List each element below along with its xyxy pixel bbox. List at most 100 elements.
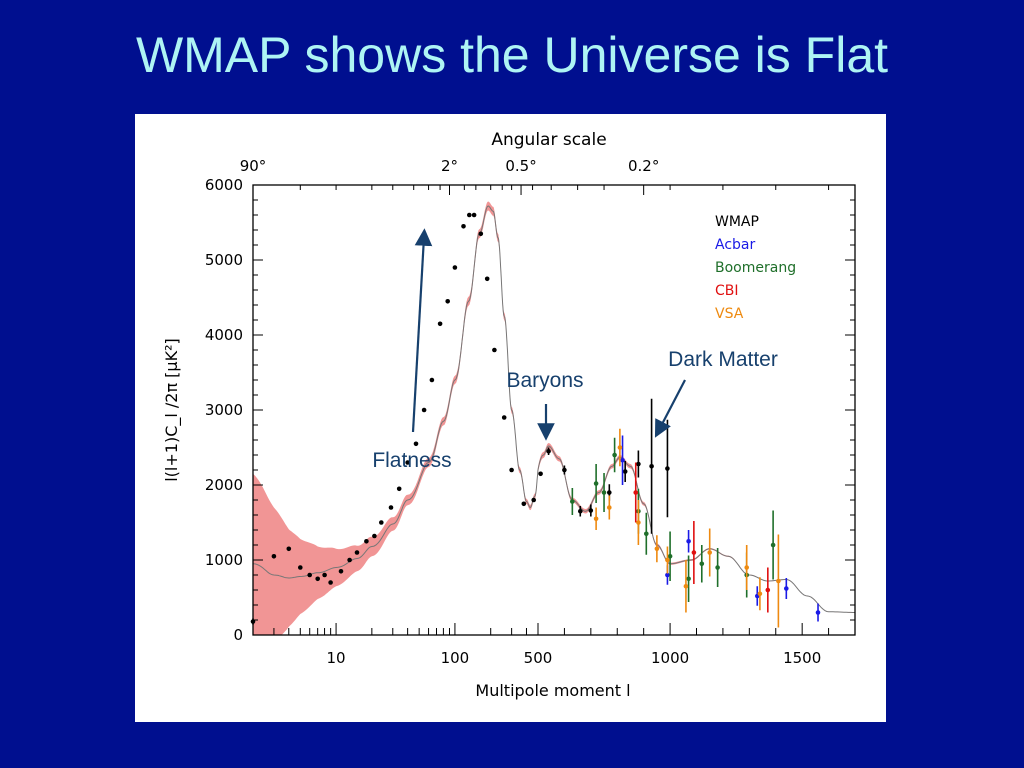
wmap-point xyxy=(364,539,369,544)
vsa-point xyxy=(665,557,670,563)
boomerang-point xyxy=(699,561,705,567)
boomerang-point xyxy=(644,531,649,537)
wmap-point xyxy=(322,572,327,578)
wmap-point xyxy=(307,572,312,578)
legend: WMAP Acbar Boomerang CBI VSA xyxy=(715,214,796,322)
wmap-point xyxy=(338,569,344,574)
vsa-point xyxy=(757,591,763,597)
top-tick-label: 2° xyxy=(441,157,458,175)
y-tick-label: 5000 xyxy=(205,251,243,269)
y-tick-label: 6000 xyxy=(205,176,243,194)
vsa-point xyxy=(683,584,689,589)
wmap-point xyxy=(636,461,641,467)
model-curve xyxy=(252,205,855,613)
wmap-point xyxy=(538,471,543,477)
vsa-point xyxy=(744,565,749,570)
axes-group: 0 1000 2000 3000 4000 5000 6000 10 100 500 1000 150… xyxy=(205,157,856,667)
acbar-point xyxy=(784,586,789,591)
chart-panel: 0 1000 2000 3000 4000 5000 6000 10 100 500 1000 150… xyxy=(135,114,886,722)
wmap-point xyxy=(437,321,443,327)
acbar-point xyxy=(620,458,625,463)
x-tick-label: 1000 xyxy=(651,649,689,667)
wmap-point xyxy=(461,224,466,229)
x-tick-label: 10 xyxy=(327,649,346,667)
annotation-baryons-label: Baryons xyxy=(506,369,583,392)
slide-title: WMAP shows the Universe is Flat xyxy=(135,27,889,83)
wmap-point xyxy=(328,580,333,585)
model-curve-group xyxy=(252,205,855,613)
wmap-point xyxy=(315,576,320,582)
wmap-point xyxy=(413,441,419,447)
wmap-point xyxy=(286,546,292,552)
wmap-point xyxy=(452,265,458,270)
wmap-point xyxy=(649,464,654,469)
wmap-point xyxy=(405,460,410,465)
wmap-point xyxy=(509,467,514,473)
x-tick-label: 500 xyxy=(524,649,553,667)
model-band xyxy=(253,201,855,635)
y-tick-label: 0 xyxy=(233,626,243,644)
top-tick-label: 0.5° xyxy=(505,157,536,175)
boomerang-point xyxy=(570,499,575,504)
annotations-group: Flatness Baryons Dark Matter xyxy=(372,228,778,472)
vsa-point xyxy=(654,546,660,552)
wmap-point xyxy=(467,212,472,218)
legend-item-cbi: CBI xyxy=(715,283,739,299)
wmap-point xyxy=(521,501,527,507)
cbi-point xyxy=(765,587,771,593)
boomerang-point xyxy=(667,554,673,559)
acbar-point xyxy=(686,539,691,544)
wmap-point xyxy=(478,231,484,237)
wmap-point xyxy=(298,565,303,570)
top-axis-label: Angular scale xyxy=(491,130,606,150)
flatness-arrow xyxy=(411,228,433,433)
acbar-point xyxy=(665,572,670,578)
wmap-point xyxy=(484,276,490,282)
power-spectrum-chart: 0 1000 2000 3000 4000 5000 6000 10 100 500 1000 150… xyxy=(162,130,856,700)
wmap-point xyxy=(379,520,384,525)
acbar-point xyxy=(815,610,821,615)
top-tick-label: 90° xyxy=(240,157,267,175)
wmap-point xyxy=(372,533,377,539)
wmap-point xyxy=(531,497,536,503)
legend-item-vsa: VSA xyxy=(715,306,744,322)
wmap-point xyxy=(354,550,360,555)
boomerang-point xyxy=(686,576,691,582)
vsa-point xyxy=(607,505,612,510)
legend-item-boomerang: Boomerang xyxy=(715,260,796,276)
wmap-point xyxy=(578,509,583,514)
wmap-point xyxy=(421,407,427,413)
cbi-point xyxy=(633,490,638,495)
y-tick-label: 4000 xyxy=(205,326,243,344)
wmap-point xyxy=(271,554,277,559)
wmap-point xyxy=(665,466,670,471)
boomerang-point xyxy=(612,452,617,458)
y-tick-label: 1000 xyxy=(205,551,243,569)
wmap-point xyxy=(622,469,628,474)
boomerang-point xyxy=(715,565,720,570)
vsa-point xyxy=(776,578,781,584)
wmap-point xyxy=(396,486,402,492)
x-axis-label: Multipole moment l xyxy=(475,681,630,700)
vsa-point xyxy=(636,520,641,525)
boomerang-point xyxy=(593,481,599,486)
wmap-point xyxy=(501,415,507,420)
vsa-point xyxy=(707,550,712,555)
wmap-point xyxy=(607,490,612,495)
y-tick-label: 3000 xyxy=(205,401,243,419)
vsa-point xyxy=(593,516,599,522)
x-tick-label: 100 xyxy=(441,649,470,667)
legend-item-acbar: Acbar xyxy=(715,237,755,253)
wmap-point xyxy=(347,557,352,563)
data-points-group xyxy=(250,212,821,628)
y-axis-label: l(l+1)C_l /2π [μK²] xyxy=(162,338,182,482)
annotation-flatness-label: Flatness xyxy=(372,449,451,472)
top-tick-label: 0.2° xyxy=(628,157,659,175)
wmap-point xyxy=(429,377,435,383)
dark-matter-arrow xyxy=(654,379,686,438)
wmap-point xyxy=(546,449,551,454)
x-tick-label: 1500 xyxy=(783,649,821,667)
wmap-point xyxy=(471,212,477,218)
wmap-point xyxy=(588,508,594,513)
boomerang-point xyxy=(601,490,607,495)
